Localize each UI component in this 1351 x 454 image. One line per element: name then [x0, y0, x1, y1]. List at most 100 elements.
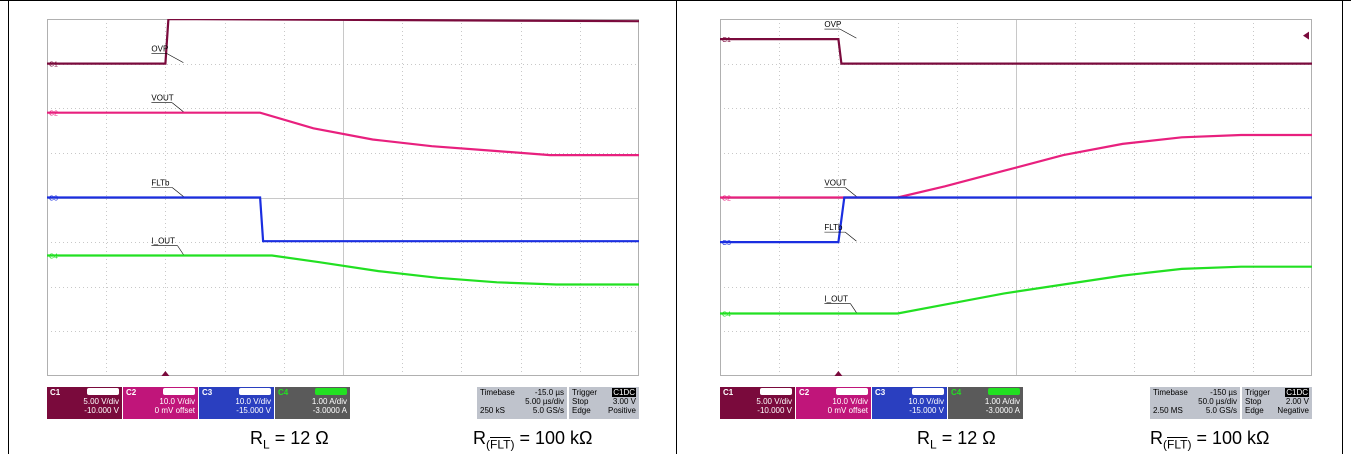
- channel-info-c4[interactable]: C4 1.00 A/div -3.0000 A: [948, 387, 1023, 419]
- trigger-level: 3.00 V: [612, 397, 636, 406]
- trace-i-out: [47, 254, 639, 286]
- trigger-info[interactable]: Trigger C1DC Stop 3.00 V Edge Positive: [569, 387, 639, 419]
- scope-infobar-left: C1 5.00 V/div -10.000 V C2 10.0 V/div 0 mV of…: [47, 387, 639, 419]
- channel-id: C1: [50, 388, 61, 397]
- trigger-type: Edge: [1245, 406, 1264, 415]
- channel-info-c2[interactable]: C2 10.0 V/div 0 mV offset: [123, 387, 198, 419]
- channel-id: C2: [799, 388, 810, 397]
- caption-rflt-right: R(FLT) = 100 kΩ: [1150, 428, 1270, 452]
- channel-scale: 1.00 A/div: [984, 397, 1020, 406]
- trigger-level-marker: [1303, 31, 1309, 40]
- trace-label-vout: VOUT: [151, 94, 173, 103]
- timebase-label: Timebase: [480, 388, 515, 397]
- trace-label-i-out: I_OUT: [151, 237, 175, 246]
- channel-id: C3: [202, 388, 213, 397]
- channel-offset: 0 mV offset: [827, 406, 868, 415]
- scope-panel-right: C1 OVP C2 VOUT C3 FLTb C4 I_OUT C1 5.00 V/div -10…: [676, 0, 1351, 454]
- channel-coupling-icon: [912, 388, 944, 395]
- trigger-position-marker: [834, 371, 843, 376]
- channel-scale: 10.0 V/div: [832, 397, 868, 406]
- timebase-info[interactable]: Timebase -15.0 µs 5.00 µs/div 250 kS 5.0 G…: [477, 387, 567, 419]
- channel-offset: -10.000 V: [757, 406, 792, 415]
- channel-id: C4: [951, 388, 962, 397]
- channel-offset: -10.000 V: [84, 406, 119, 415]
- trigger-slope: Positive: [607, 406, 636, 415]
- trace-vout: [47, 111, 639, 157]
- channel-coupling-icon: [760, 388, 792, 395]
- sample-rate: 5.0 GS/s: [532, 406, 564, 415]
- time-per-div: 50.0 µs/div: [1198, 397, 1237, 406]
- channel-info-c4[interactable]: C4 1.00 A/div -3.0000 A: [275, 387, 350, 419]
- trace-label-leader: [172, 102, 184, 112]
- trace-label-ovp: OVP: [824, 20, 841, 29]
- trigger-mode: Stop: [572, 397, 589, 406]
- channel-id: C1: [723, 388, 734, 397]
- trigger-type: Edge: [572, 406, 591, 415]
- channel-offset: -3.0000 A: [312, 406, 347, 415]
- timebase-label: Timebase: [1153, 388, 1188, 397]
- trace-label-fltb: FLTb: [824, 223, 843, 232]
- trigger-label: Trigger: [572, 388, 598, 397]
- channel-marker-c2: C2: [722, 196, 731, 203]
- channel-scale: 5.00 V/div: [756, 397, 792, 406]
- channel-coupling-icon: [315, 388, 347, 395]
- channel-marker-c2: C2: [49, 111, 58, 118]
- trace-label-i-out: I_OUT: [824, 295, 848, 304]
- channel-coupling-icon: [163, 388, 195, 395]
- scope-plot-right: C1 OVP C2 VOUT C3 FLTb C4 I_OUT: [720, 19, 1312, 376]
- channel-scale: 1.00 A/div: [311, 397, 347, 406]
- channel-info-c3[interactable]: C3 10.0 V/div -15.000 V: [872, 387, 947, 419]
- channel-coupling-icon: [87, 388, 119, 395]
- scope-infobar-right: C1 5.00 V/div -10.000 V C2 10.0 V/div 0 mV of…: [720, 387, 1312, 419]
- scope-panel-left: C1 OVP C2 VOUT C3 FLTb C4 I_OUT C1 5.00 V/div -10…: [47, 19, 639, 452]
- trace-fltb: [720, 196, 1312, 244]
- scope-screen-left: C1 OVP C2 VOUT C3 FLTb C4 I_OUT: [47, 19, 639, 376]
- trigger-mode: Stop: [1245, 397, 1262, 406]
- channel-offset: 0 mV offset: [154, 406, 195, 415]
- trigger-slope: Negative: [1277, 406, 1309, 415]
- trace-ovp: [720, 38, 1312, 65]
- channel-id: C4: [278, 388, 289, 397]
- trigger-level: 2.00 V: [1285, 397, 1309, 406]
- channel-id: C3: [875, 388, 886, 397]
- trace-label-leader: [839, 28, 857, 39]
- trigger-coupling: DC: [623, 388, 635, 397]
- trace-label-leader: [177, 245, 184, 255]
- caption-rl-left: RL = 12 Ω: [250, 428, 329, 452]
- sample-count: 2.50 MS: [1153, 406, 1183, 415]
- time-per-div: 5.00 µs/div: [525, 397, 564, 406]
- trace-label-leader: [166, 53, 184, 63]
- trigger-position-marker: [161, 371, 170, 376]
- sample-count: 250 kS: [480, 406, 505, 415]
- timebase-value: -15.0 µs: [534, 388, 564, 397]
- scope-screen-right: C1 OVP C2 VOUT C3 FLTb C4 I_OUT: [720, 19, 1312, 376]
- channel-info-c1[interactable]: C1 5.00 V/div -10.000 V: [47, 387, 122, 419]
- channel-marker-c3: C3: [49, 196, 58, 203]
- trace-label-leader: [845, 187, 857, 197]
- timebase-info[interactable]: Timebase -150 µs 50.0 µs/div 2.50 MS 5.0 G…: [1150, 387, 1240, 419]
- channel-info-c3[interactable]: C3 10.0 V/div -15.000 V: [199, 387, 274, 419]
- trace-i-out: [720, 265, 1312, 315]
- channel-scale: 5.00 V/div: [83, 397, 119, 406]
- trace-label-ovp: OVP: [151, 45, 168, 54]
- channel-info-c1[interactable]: C1 5.00 V/div -10.000 V: [720, 387, 795, 419]
- trace-vout: [720, 133, 1312, 199]
- channel-offset: -3.0000 A: [985, 406, 1020, 415]
- channel-scale: 10.0 V/div: [159, 397, 195, 406]
- trigger-info[interactable]: Trigger C1DC Stop 2.00 V Edge Negative: [1242, 387, 1312, 419]
- channel-scale: 10.0 V/div: [235, 397, 271, 406]
- trigger-source: C1: [1286, 388, 1297, 397]
- channel-offset: -15.000 V: [236, 406, 271, 415]
- channel-marker-c4: C4: [722, 312, 731, 319]
- trace-fltb: [47, 196, 639, 243]
- channel-info-c2[interactable]: C2 10.0 V/div 0 mV offset: [796, 387, 871, 419]
- timebase-value: -150 µs: [1210, 388, 1237, 397]
- channel-marker-c1: C1: [49, 62, 58, 69]
- trigger-source: C1: [613, 388, 624, 397]
- trace-label-fltb: FLTb: [151, 179, 170, 188]
- trace-label-leader: [845, 231, 857, 242]
- trace-label-vout: VOUT: [824, 179, 846, 188]
- caption-rflt-left: R(FLT) = 100 kΩ: [473, 428, 593, 452]
